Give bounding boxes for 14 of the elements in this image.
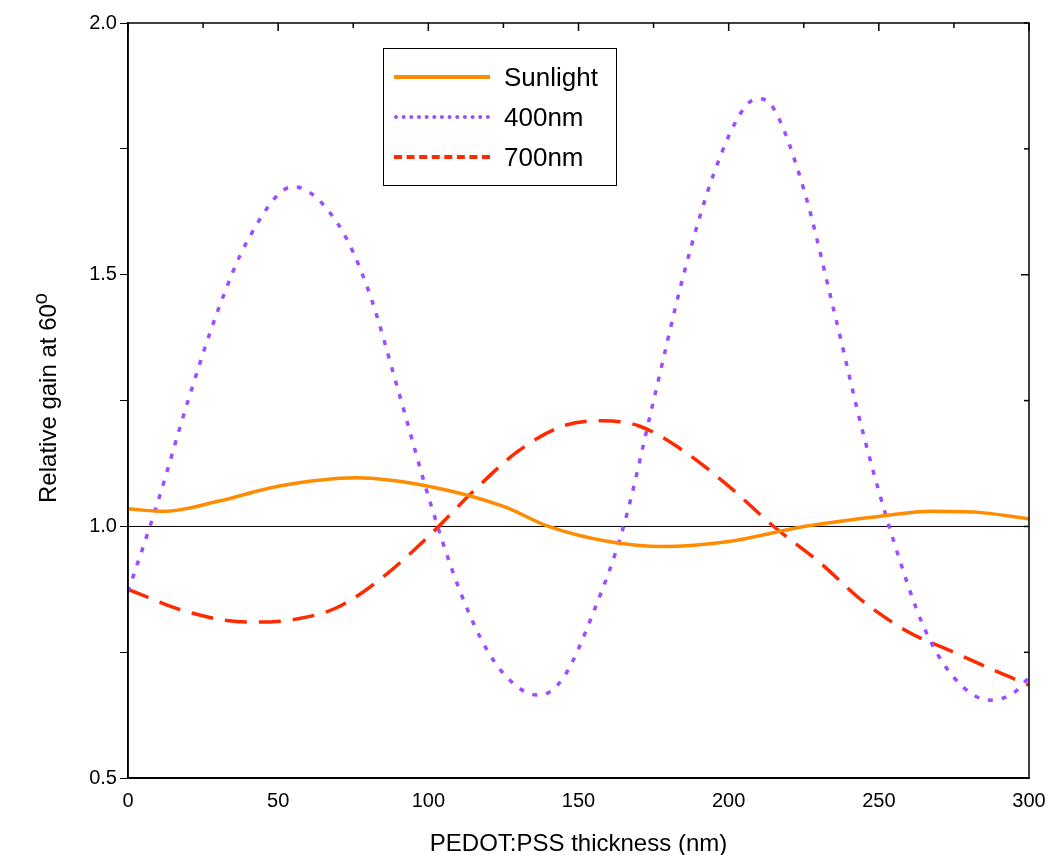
x-tick-label: 150 xyxy=(561,788,596,811)
x-tick-label: 0 xyxy=(122,788,134,811)
x-tick-label: 50 xyxy=(267,788,290,811)
y-tick-label: 0.5 xyxy=(89,765,117,788)
legend-label: Sunlight xyxy=(504,61,598,93)
legend-label: 400nm xyxy=(504,101,584,133)
x-tick-label: 100 xyxy=(411,788,446,811)
x-tick-label: 200 xyxy=(711,788,746,811)
legend-label: 700nm xyxy=(504,141,584,173)
x-tick-label: 250 xyxy=(862,788,896,811)
y-tick-label: 1.5 xyxy=(89,262,117,285)
x-tick-label: 300 xyxy=(1012,788,1046,811)
y-tick-label: 2.0 xyxy=(89,10,117,33)
y-tick-label: 1.0 xyxy=(89,513,117,536)
